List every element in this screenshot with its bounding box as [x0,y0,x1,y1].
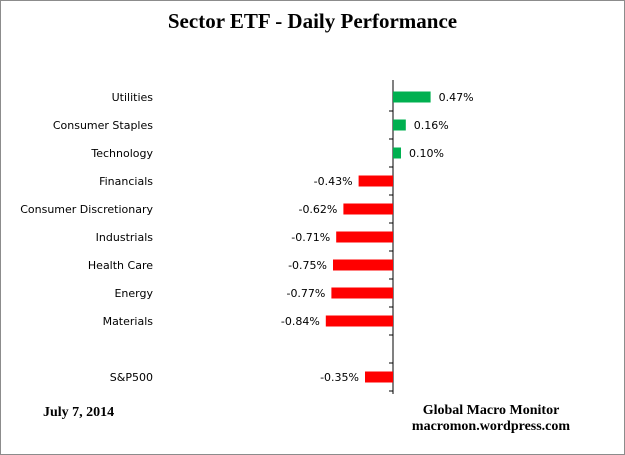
bar [365,371,393,383]
data-label: 0.10% [409,147,444,160]
bar [393,147,401,159]
bar [336,231,393,243]
credit-block: Global Macro Monitor macromon.wordpress.… [391,403,591,435]
category-label: Utilities [112,91,154,104]
bar [343,203,393,215]
data-label: -0.77% [286,287,325,300]
chart-title: Sector ETF - Daily Performance [167,9,458,33]
category-label: Consumer Staples [53,119,153,132]
category-label: Technology [90,147,153,160]
category-label: Health Care [88,259,153,272]
category-label: Materials [103,315,154,328]
bar [333,259,393,271]
bar [325,315,393,327]
data-label: -0.84% [281,315,320,328]
credit-name: Global Macro Monitor [422,403,560,418]
data-label: -0.62% [298,203,337,216]
data-label: 0.16% [414,119,449,132]
bar [393,119,406,131]
category-label: Financials [99,175,153,188]
bar [358,175,393,187]
data-label: -0.43% [314,175,353,188]
category-label: Energy [114,287,153,300]
bar [331,287,393,299]
data-label: -0.35% [320,371,359,384]
data-label: -0.71% [291,231,330,244]
bar [393,91,431,103]
category-label: Consumer Discretionary [20,203,153,216]
data-label: 0.47% [439,91,474,104]
category-label: Industrials [96,231,154,244]
data-label: -0.75% [288,259,327,272]
credit-url: macromon.wordpress.com [411,419,571,434]
date-note: July 7, 2014 [43,405,115,420]
category-label: S&P500 [110,371,153,384]
